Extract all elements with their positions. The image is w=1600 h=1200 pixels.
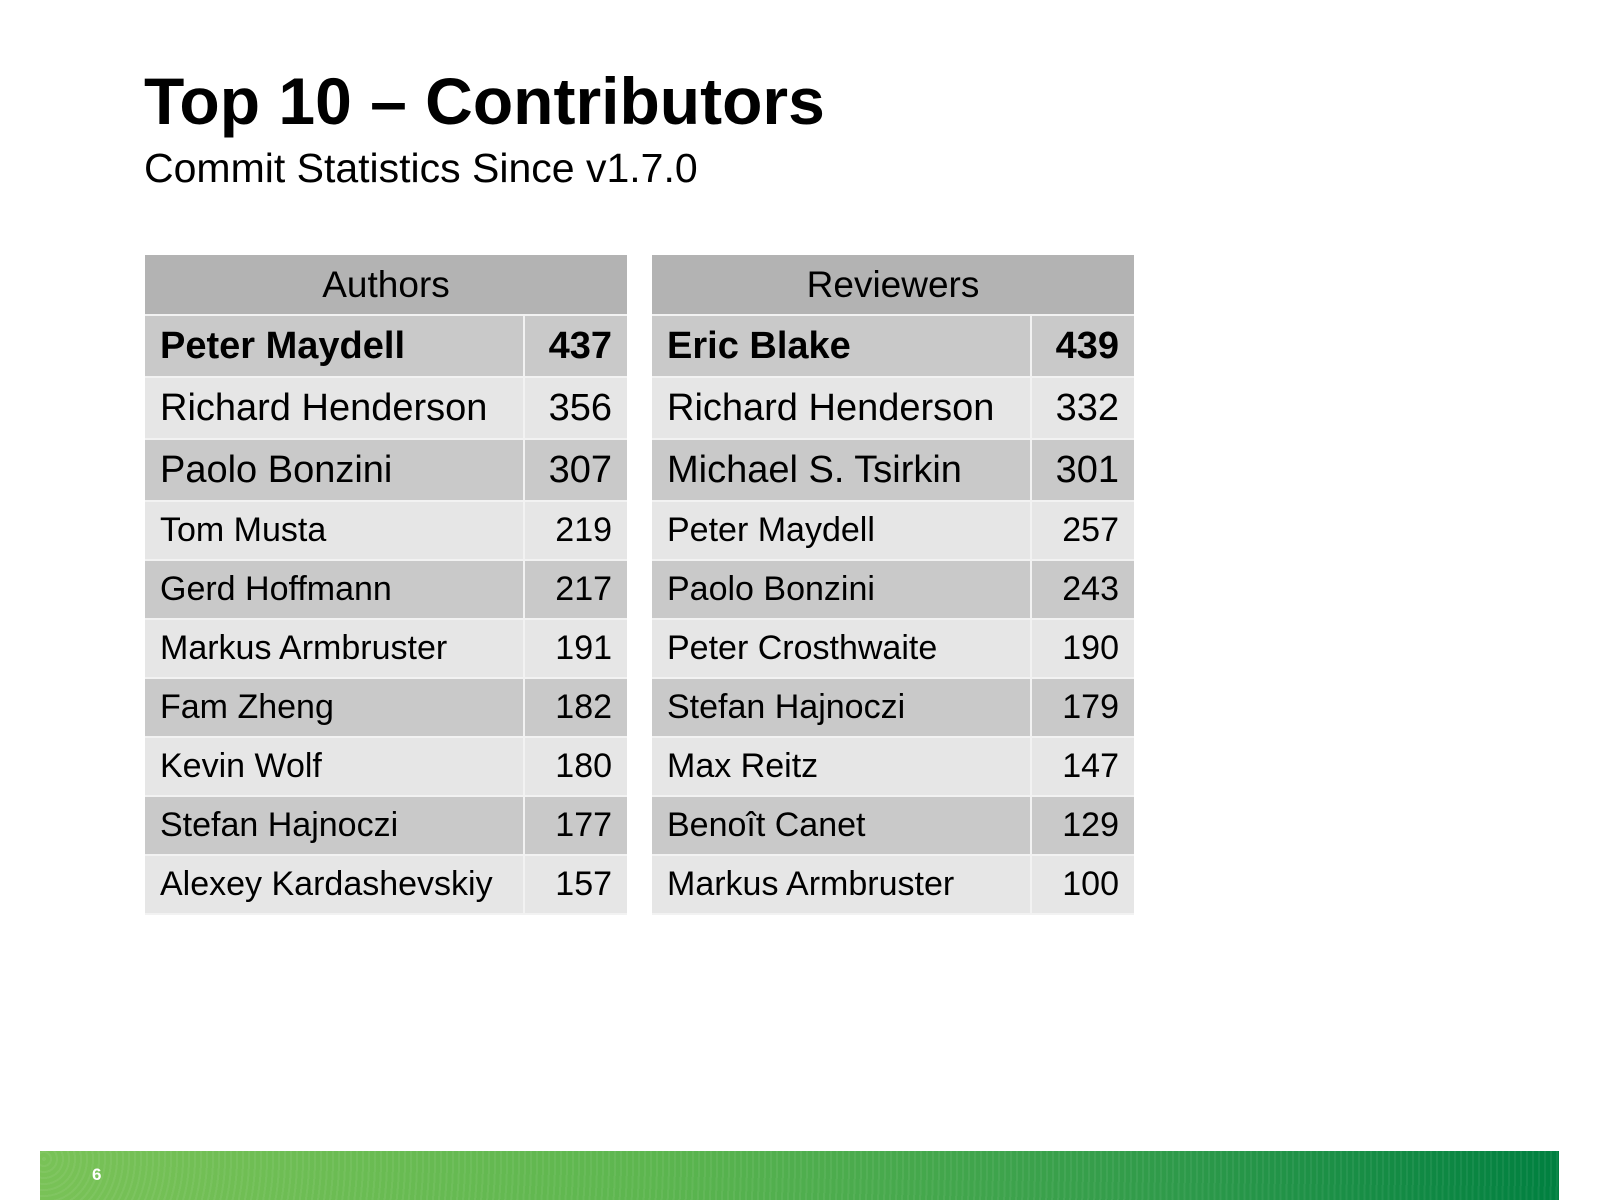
reviewers-row: Paolo Bonzini 243 xyxy=(652,560,1134,620)
reviewers-row: Stefan Hajnoczi 179 xyxy=(652,678,1134,738)
reviewers-table: Reviewers Eric Blake 439 Richard Henderson… xyxy=(652,255,1134,915)
commit-count: 243 xyxy=(1030,560,1134,620)
contributor-name: Fam Zheng xyxy=(145,678,524,738)
reviewers-row: Richard Henderson 332 xyxy=(652,377,1134,440)
commit-count: 439 xyxy=(1030,315,1134,378)
authors-row: Stefan Hajnoczi 177 xyxy=(145,796,628,856)
contributor-name: Markus Armbruster xyxy=(145,619,524,679)
contributor-name: Alexey Kardashevskiy xyxy=(145,855,524,915)
slide-subtitle: Commit Statistics Since v1.7.0 xyxy=(144,145,698,191)
reviewers-row: Peter Crosthwaite 190 xyxy=(652,619,1134,679)
commit-count: 157 xyxy=(522,855,628,915)
contributor-name: Richard Henderson xyxy=(145,377,524,440)
authors-row: Peter Maydell 437 xyxy=(145,315,628,378)
authors-row: Alexey Kardashevskiy 157 xyxy=(145,855,628,915)
commit-count: 180 xyxy=(522,737,628,797)
footer-band: 6 xyxy=(40,1151,1559,1200)
contributor-name: Michael S. Tsirkin xyxy=(652,439,1031,502)
contributor-name: Peter Maydell xyxy=(652,501,1031,561)
contributor-name: Peter Crosthwaite xyxy=(652,619,1031,679)
commit-count: 147 xyxy=(1030,737,1134,797)
commit-count: 307 xyxy=(522,439,628,502)
commit-count: 217 xyxy=(522,560,628,620)
commit-count: 129 xyxy=(1030,796,1134,856)
authors-row: Fam Zheng 182 xyxy=(145,678,628,738)
contributor-name: Benoît Canet xyxy=(652,796,1031,856)
authors-row: Paolo Bonzini 307 xyxy=(145,439,628,502)
commit-count: 332 xyxy=(1030,377,1134,440)
authors-row: Richard Henderson 356 xyxy=(145,377,628,440)
commit-count: 356 xyxy=(522,377,628,440)
contributor-name: Richard Henderson xyxy=(652,377,1031,440)
commit-count: 191 xyxy=(522,619,628,679)
reviewers-row: Max Reitz 147 xyxy=(652,737,1134,797)
commit-count: 437 xyxy=(522,315,628,378)
authors-row: Gerd Hoffmann 217 xyxy=(145,560,628,620)
contributor-name: Kevin Wolf xyxy=(145,737,524,797)
contributor-name: Gerd Hoffmann xyxy=(145,560,524,620)
authors-row: Kevin Wolf 180 xyxy=(145,737,628,797)
contributor-name: Paolo Bonzini xyxy=(145,439,524,502)
commit-count: 177 xyxy=(522,796,628,856)
contributor-name: Tom Musta xyxy=(145,501,524,561)
commit-count: 219 xyxy=(522,501,628,561)
commit-count: 301 xyxy=(1030,439,1134,502)
commit-count: 190 xyxy=(1030,619,1134,679)
contributor-name: Max Reitz xyxy=(652,737,1031,797)
commit-count: 179 xyxy=(1030,678,1134,738)
contributor-name: Paolo Bonzini xyxy=(652,560,1031,620)
contributor-name: Stefan Hajnoczi xyxy=(145,796,524,856)
slide-title: Top 10 – Contributors xyxy=(144,64,825,138)
contributor-name: Eric Blake xyxy=(652,315,1031,378)
authors-header: Authors xyxy=(145,255,628,316)
commit-count: 182 xyxy=(522,678,628,738)
reviewers-row: Peter Maydell 257 xyxy=(652,501,1134,561)
commit-count: 257 xyxy=(1030,501,1134,561)
contributor-name: Peter Maydell xyxy=(145,315,524,378)
contributor-name: Markus Armbruster xyxy=(652,855,1031,915)
reviewers-row: Michael S. Tsirkin 301 xyxy=(652,439,1134,502)
reviewers-header: Reviewers xyxy=(652,255,1134,316)
authors-row: Tom Musta 219 xyxy=(145,501,628,561)
authors-table: Authors Peter Maydell 437 Richard Henderso… xyxy=(145,255,628,915)
reviewers-row: Eric Blake 439 xyxy=(652,315,1134,378)
page-number: 6 xyxy=(92,1165,102,1184)
authors-row: Markus Armbruster 191 xyxy=(145,619,628,679)
reviewers-row: Markus Armbruster 100 xyxy=(652,855,1134,915)
contributor-name: Stefan Hajnoczi xyxy=(652,678,1031,738)
reviewers-row: Benoît Canet 129 xyxy=(652,796,1134,856)
commit-count: 100 xyxy=(1030,855,1134,915)
